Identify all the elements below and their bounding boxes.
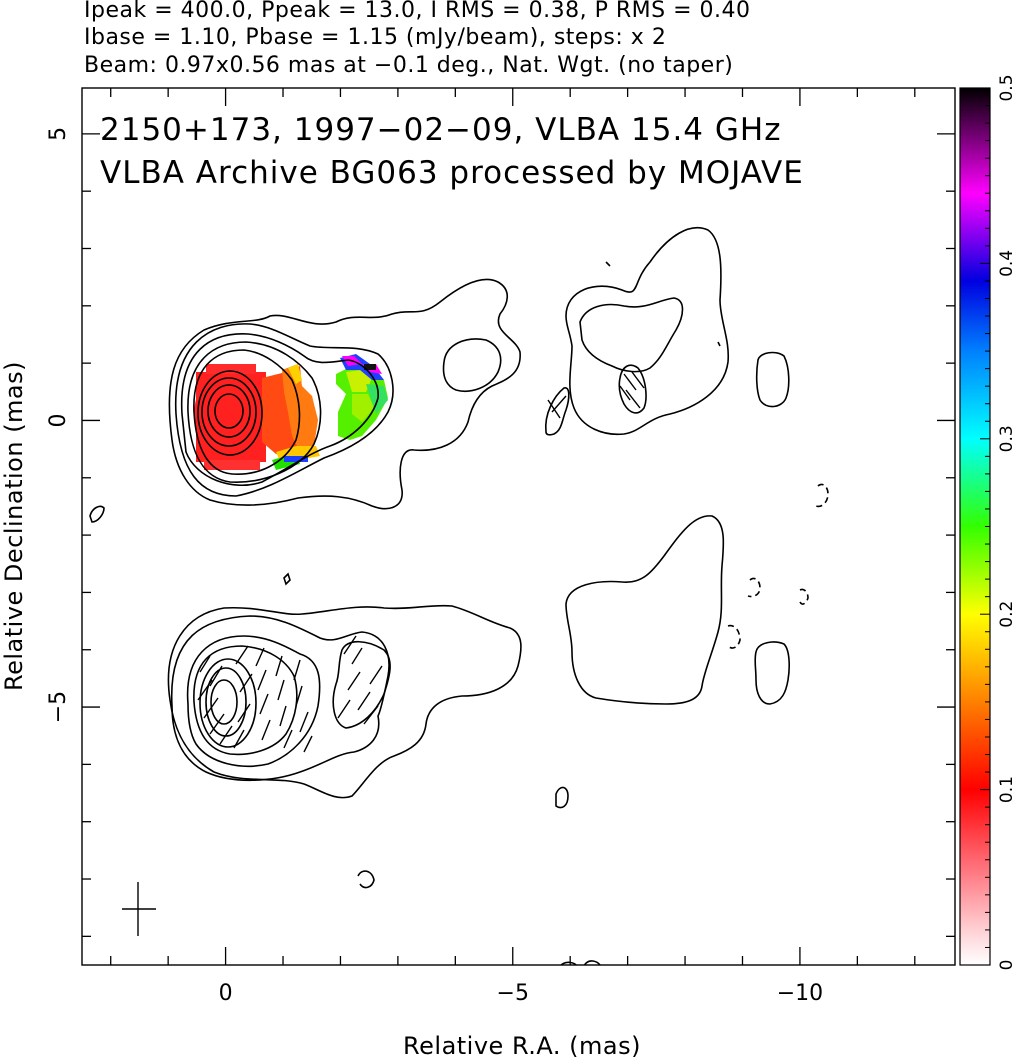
- colorbar-tick-label: 0.3: [997, 425, 1017, 452]
- beam-marker: [122, 882, 156, 936]
- map-content: [89, 227, 829, 965]
- upper-total-intensity-contours: [89, 227, 790, 523]
- source-annotation-line-2: VLBA Archive BG063 processed by MOJAVE: [100, 155, 804, 191]
- x-tick-label: 0: [219, 981, 233, 1006]
- colorbar-ticks: 0 0.1 0.2 0.3 0.4 0.5: [980, 74, 1017, 970]
- axes: 0 −5 −10 5 0 −5: [46, 88, 955, 1006]
- x-tick-label: −10: [777, 981, 823, 1006]
- colorbar-tick-label: 0.1: [997, 776, 1017, 803]
- header-line-1: Ipeak = 400.0, Ppeak = 13.0, I RMS = 0.3…: [84, 0, 750, 23]
- fracpol-color-core: [194, 364, 320, 470]
- y-tick-label: −5: [46, 691, 71, 723]
- source-annotation-line-1: 2150+173, 1997−02−09, VLBA 15.4 GHz: [100, 112, 781, 148]
- colorbar-tick-label: 0.2: [997, 601, 1017, 628]
- header-line-3: Beam: 0.97x0.56 mas at −0.1 deg., Nat. W…: [84, 53, 733, 78]
- lower-evpa-sticks: [197, 635, 383, 753]
- plot-frame: [81, 87, 956, 966]
- colorbar-tick-label: 0: [997, 960, 1017, 971]
- fracpol-color-knot: [336, 354, 388, 440]
- upper-hatch-marks: [547, 371, 645, 419]
- x-tick-label: −5: [497, 981, 529, 1006]
- colorbar-tick-label: 0.4: [997, 250, 1017, 277]
- colorbar-tick-label: 0.5: [997, 74, 1017, 101]
- y-axis-label: Relative Declination (mas): [0, 361, 28, 691]
- y-tick-label: 0: [46, 413, 71, 427]
- x-axis-label: Relative R.A. (mas): [403, 1032, 641, 1060]
- y-tick-label: 5: [46, 127, 71, 141]
- lower-total-intensity-contours: [167, 515, 790, 965]
- header-line-2: Ibase = 1.10, Pbase = 1.15 (mJy/beam), s…: [84, 25, 666, 50]
- negative-contours: [283, 483, 829, 649]
